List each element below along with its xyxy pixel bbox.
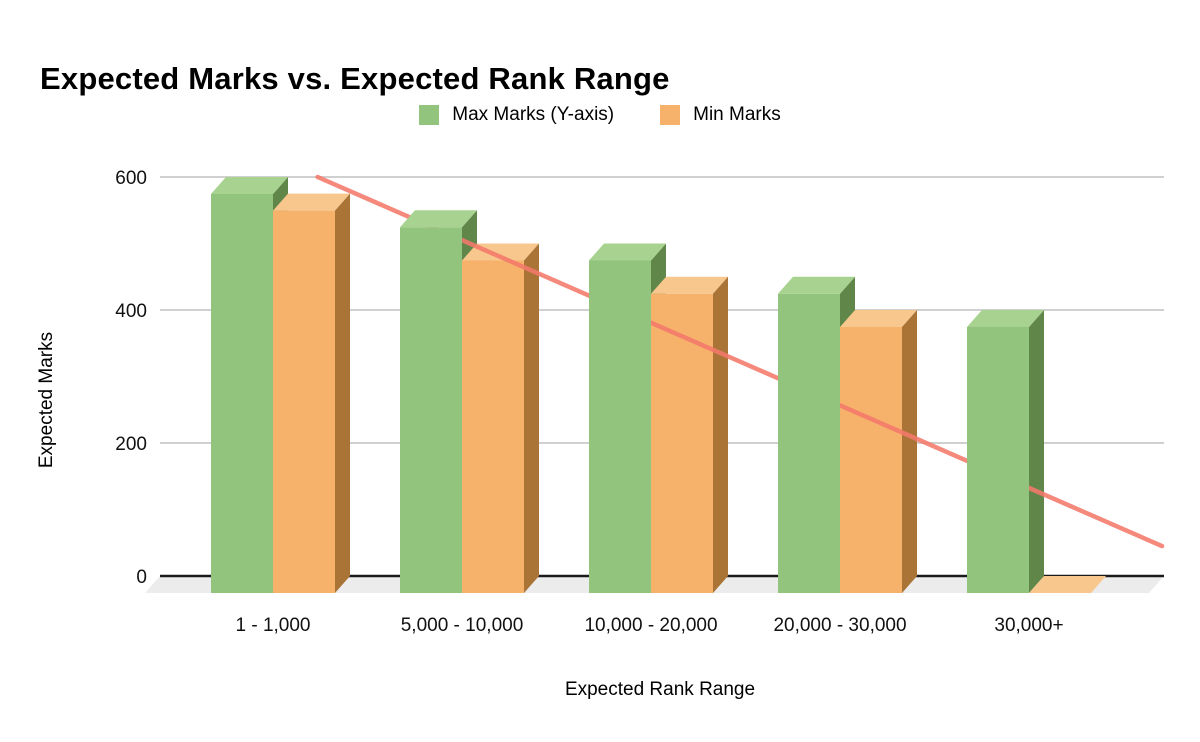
bar-max-marks-1-face[interactable]	[400, 227, 462, 593]
bar-max-marks-4-face[interactable]	[967, 310, 1044, 327]
y-tick-label-400: 400	[115, 301, 147, 322]
bar-max-marks-0[interactable]	[211, 177, 288, 593]
bar-min-marks-1-face[interactable]	[462, 260, 524, 594]
chart-legend: Max Marks (Y-axis) Min Marks	[0, 104, 1200, 126]
bar-max-marks-4-side[interactable]	[1029, 310, 1044, 593]
x-category-label-4: 30,000+	[994, 615, 1063, 636]
legend-item-min-marks[interactable]: Min Marks	[660, 104, 781, 126]
bar-min-marks-1[interactable]	[462, 243, 539, 594]
bar-min-marks-0[interactable]	[273, 193, 350, 593]
bar-max-marks-4-face[interactable]	[967, 327, 1029, 593]
bar-min-marks-2[interactable]	[651, 276, 728, 593]
bar-min-marks-2-face[interactable]	[651, 276, 728, 294]
bar-max-marks-3-face[interactable]	[778, 276, 855, 294]
legend-swatch-min-marks	[660, 105, 681, 125]
chart-title: Expected Marks vs. Expected Rank Range	[40, 60, 670, 96]
bar-min-marks-3[interactable]	[840, 310, 917, 593]
x-axis-title: Expected Rank Range	[564, 679, 756, 700]
bar-min-marks-2-face[interactable]	[651, 293, 713, 593]
bar-max-marks-2[interactable]	[589, 243, 666, 594]
bar-max-marks-3[interactable]	[778, 276, 855, 593]
bar-max-marks-1[interactable]	[400, 210, 477, 593]
x-category-label-0: 1 - 1,000	[236, 615, 311, 636]
bar-min-marks-3-face[interactable]	[840, 327, 902, 593]
bar-min-marks-4-face[interactable]	[1029, 576, 1106, 593]
y-tick-label-0: 0	[136, 567, 147, 588]
legend-item-max-marks[interactable]: Max Marks (Y-axis)	[419, 104, 614, 126]
y-tick-label-600: 600	[115, 168, 147, 189]
legend-label-min-marks: Min Marks	[693, 104, 781, 125]
legend-label-max-marks: Max Marks (Y-axis)	[452, 104, 615, 125]
bar-max-marks-3-face[interactable]	[778, 293, 840, 593]
bar-min-marks-3-face[interactable]	[902, 310, 917, 593]
legend-swatch-max-marks	[419, 105, 440, 125]
bar-max-marks-4[interactable]	[967, 310, 1044, 593]
bar-min-marks-0-face[interactable]	[273, 193, 350, 211]
bar-min-marks-1-face[interactable]	[524, 243, 539, 594]
bar-min-marks-4[interactable]	[1029, 576, 1106, 593]
x-category-label-2: 10,000 - 20,000	[584, 615, 717, 636]
y-tick-label-200: 200	[115, 434, 147, 455]
bar-min-marks-0-face[interactable]	[335, 193, 350, 593]
x-category-label-3: 20,000 - 30,000	[773, 615, 906, 636]
bar-max-marks-2-face[interactable]	[589, 260, 651, 594]
bar-min-marks-0-face[interactable]	[273, 210, 335, 593]
bar-max-marks-0-face[interactable]	[211, 177, 288, 194]
bar-max-marks-0-face[interactable]	[211, 194, 273, 593]
bar-min-marks-3-face[interactable]	[840, 310, 917, 327]
bar-min-marks-2-face[interactable]	[713, 276, 728, 593]
bar-max-marks-1-face[interactable]	[400, 210, 477, 228]
bar-max-marks-2-face[interactable]	[589, 243, 666, 261]
x-category-label-1: 5,000 - 10,000	[401, 615, 524, 636]
